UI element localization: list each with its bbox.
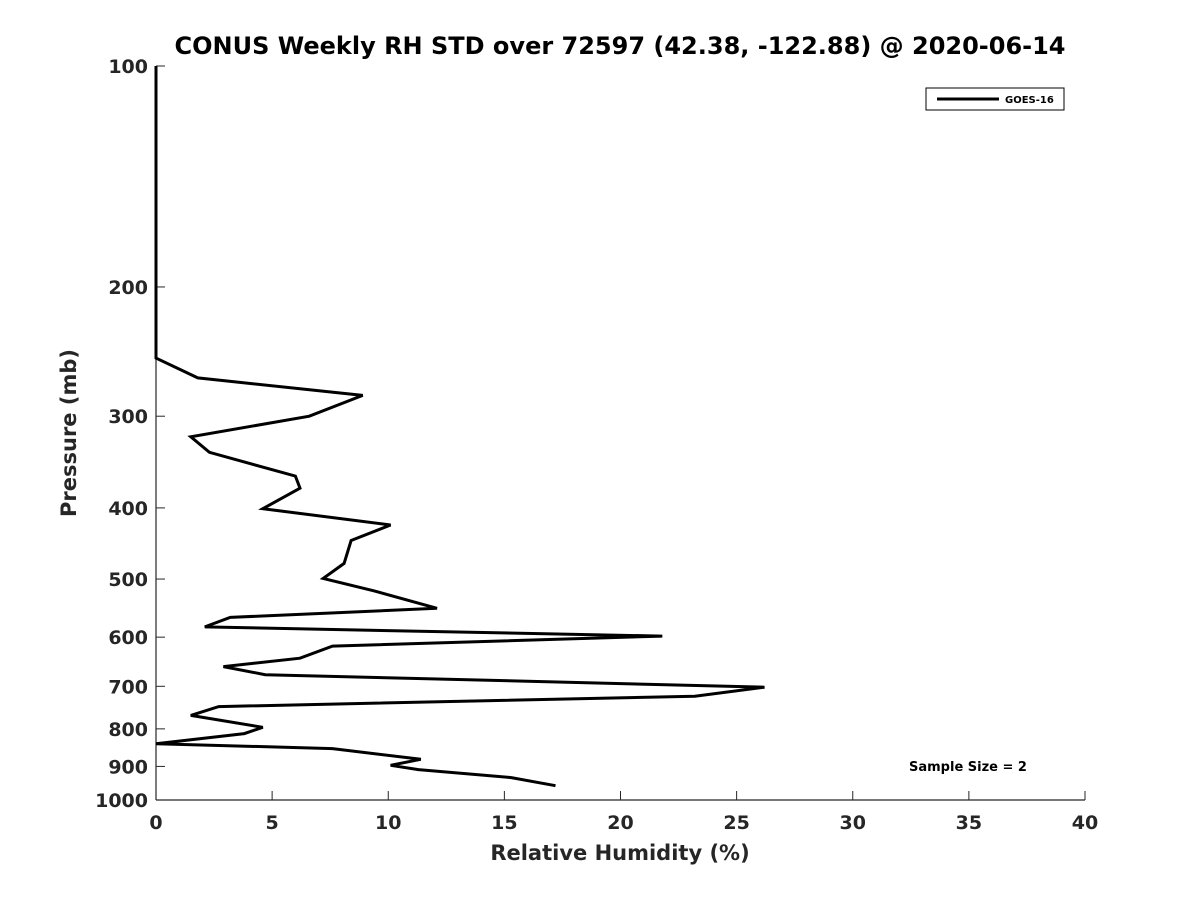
x-tick-label: 25 xyxy=(723,812,749,834)
x-tick-label: 15 xyxy=(491,812,517,834)
x-tick-label: 30 xyxy=(840,812,866,834)
sample-size-annotation: Sample Size = 2 xyxy=(909,760,1027,775)
x-tick-label: 10 xyxy=(375,812,401,834)
plot-axes xyxy=(155,66,1085,801)
y-axis-label: Pressure (mb) xyxy=(57,349,81,517)
y-tick-label: 1000 xyxy=(95,790,148,812)
x-axis-ticks: 0 5 10 15 20 25 30 35 40 xyxy=(149,791,1098,834)
y-tick-label: 900 xyxy=(108,756,148,778)
y-axis-ticks: 100 200 300 400 500 600 700 800 900 1000 xyxy=(95,56,165,812)
y-tick-label: 600 xyxy=(108,627,148,649)
x-tick-label: 5 xyxy=(266,812,279,834)
y-tick-label: 300 xyxy=(108,406,148,428)
x-axis-label: Relative Humidity (%) xyxy=(490,841,749,865)
x-tick-label: 35 xyxy=(956,812,982,834)
legend: GOES-16 xyxy=(925,87,1065,111)
y-tick-label: 100 xyxy=(108,56,148,78)
x-tick-label: 0 xyxy=(149,812,162,834)
y-tick-label: 400 xyxy=(108,498,148,520)
chart-title: CONUS Weekly RH STD over 72597 (42.38, -… xyxy=(174,32,1065,60)
series-lines xyxy=(154,66,765,788)
y-tick-label: 200 xyxy=(108,277,148,299)
y-tick-label: 800 xyxy=(108,719,148,741)
x-tick-label: 40 xyxy=(1072,812,1098,834)
y-tick-label: 500 xyxy=(108,569,148,591)
legend-entry-goes-16: GOES-16 xyxy=(1005,95,1054,106)
y-tick-label: 700 xyxy=(108,676,148,698)
x-tick-label: 20 xyxy=(607,812,633,834)
series-line-goes-16 xyxy=(154,66,765,788)
